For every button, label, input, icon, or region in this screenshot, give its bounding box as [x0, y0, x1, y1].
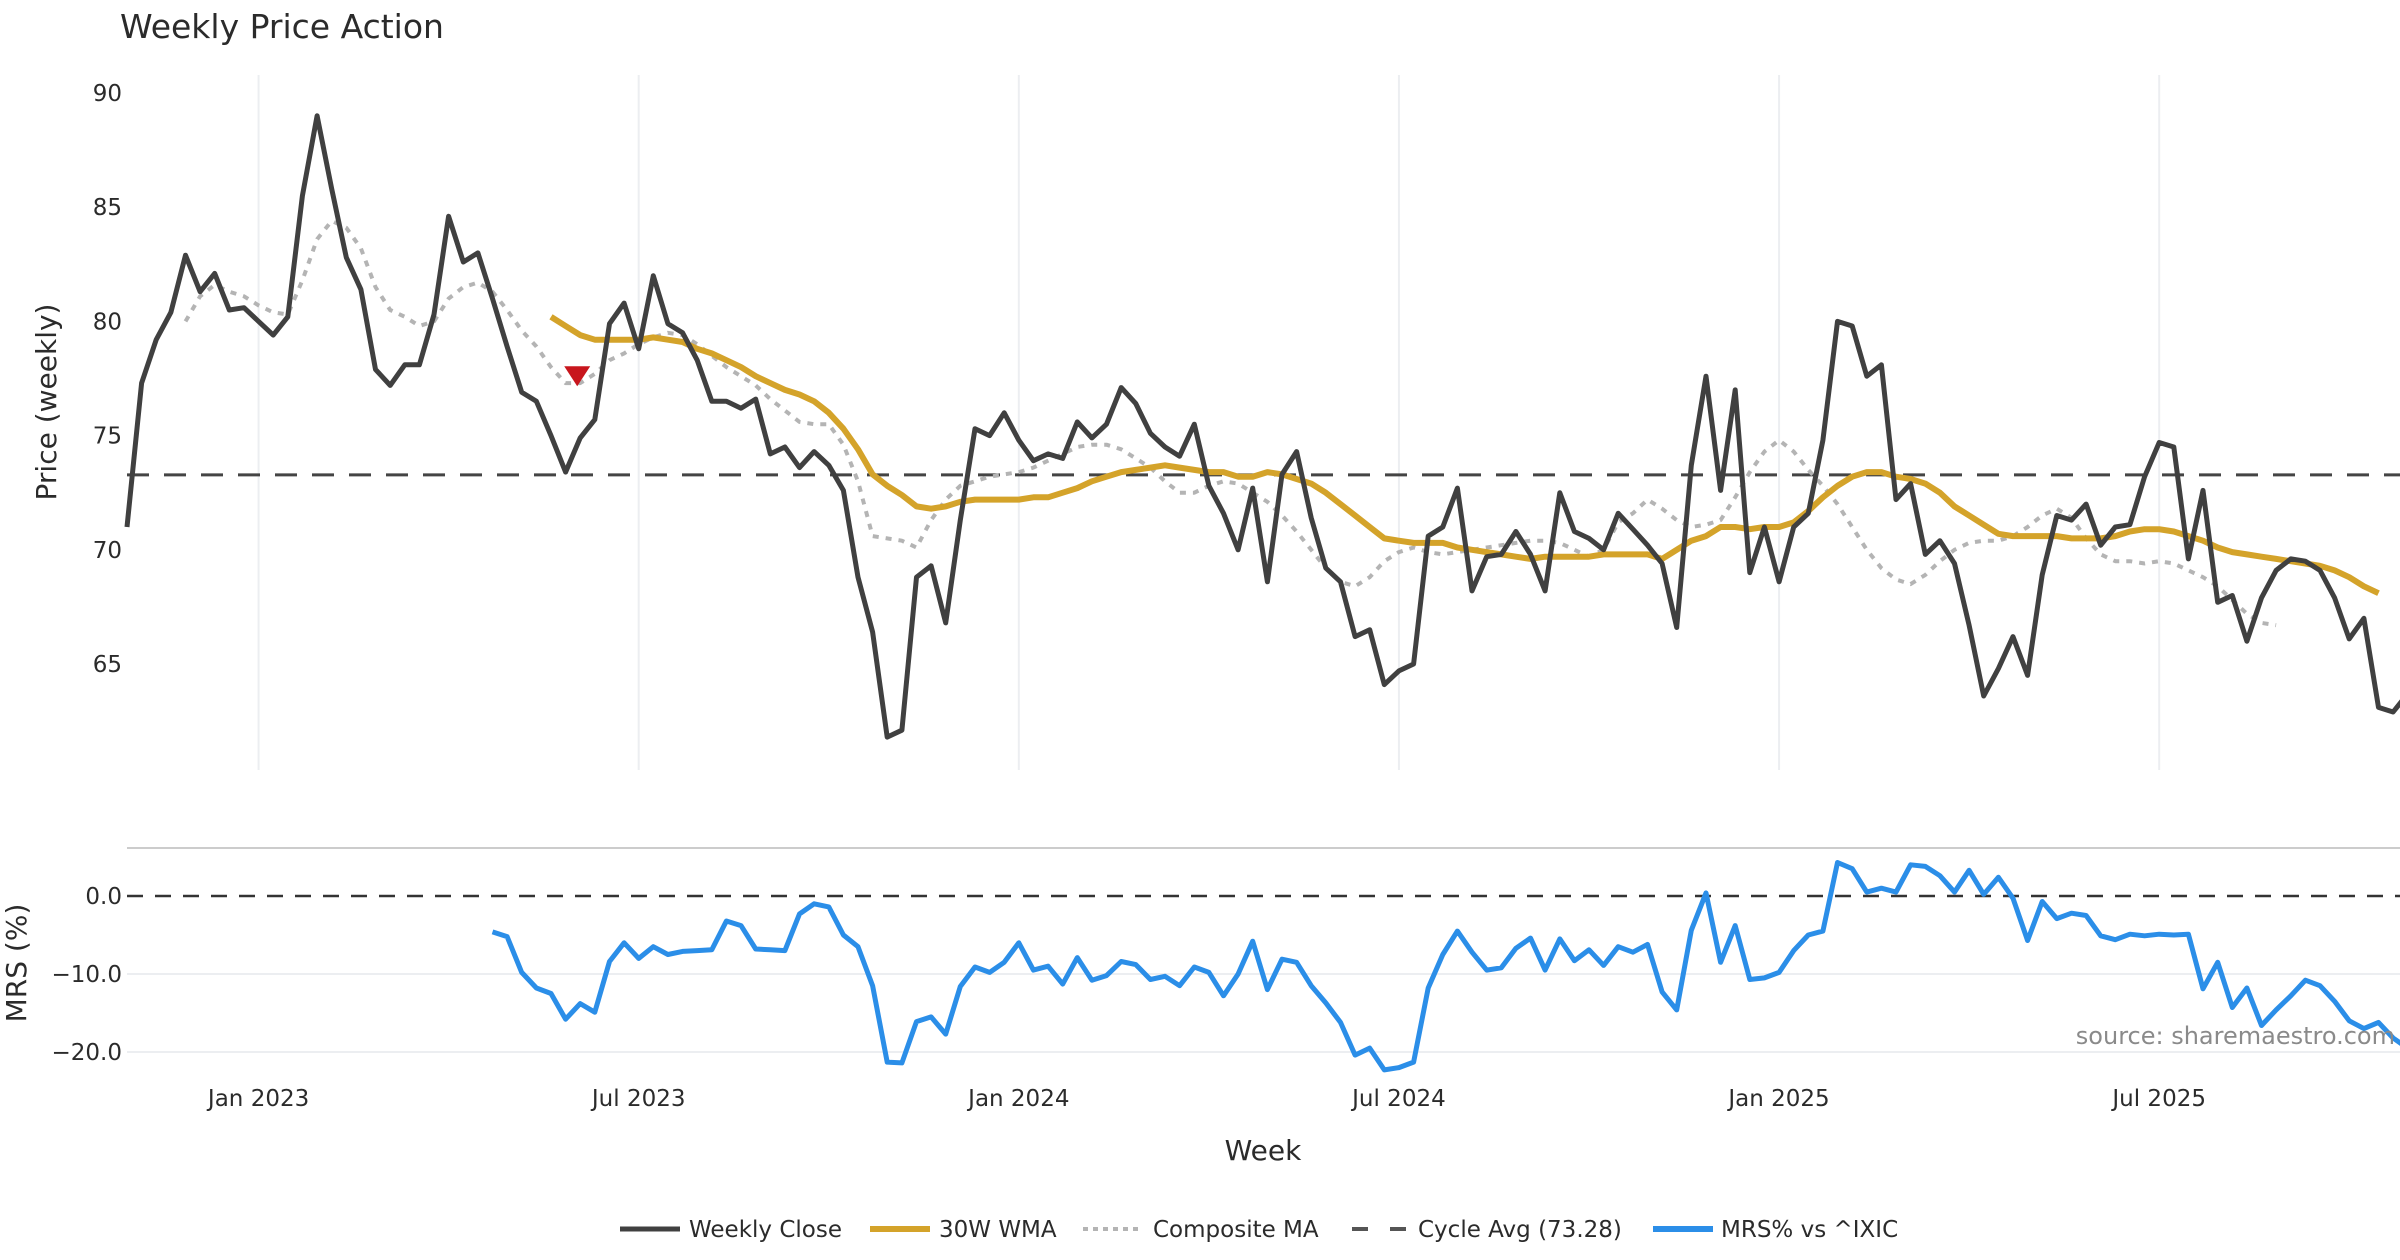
legend: Weekly Close 30W WMA Composite MA Cycle …: [620, 1217, 1898, 1243]
legend-item-cycle-avg[interactable]: Cycle Avg (73.28): [1352, 1217, 1622, 1243]
price-y-ticks: 65 70 75 80 85 90: [93, 81, 122, 678]
price-y-tick-label: 90: [93, 81, 122, 107]
price-y-axis-label: Price (weekly): [30, 304, 63, 501]
price-vertical-grid: [257, 75, 2161, 770]
price-y-tick-label: 65: [93, 652, 122, 678]
x-tick-label: Jul 2023: [590, 1086, 686, 1112]
mrs-series-group: [491, 860, 2400, 1073]
legend-label-weekly-close: Weekly Close: [689, 1217, 842, 1243]
mrs-y-ticks: 0.0 −10.0 −20.0: [52, 884, 122, 1066]
series-weekly-close: [124, 113, 2400, 740]
legend-label-30w-wma: 30W WMA: [939, 1217, 1057, 1243]
x-tick-label: Jan 2024: [966, 1086, 1069, 1112]
price-series-group: [124, 113, 2400, 740]
series-mrs-vs-ixic: [491, 860, 2400, 1073]
x-axis-ticks: Jan 2023 Jul 2023 Jan 2024 Jul 2024 Jan 2025…: [206, 1086, 2206, 1112]
price-markers: [564, 366, 591, 387]
mrs-y-axis-label: MRS (%): [0, 904, 33, 1023]
price-y-tick-label: 70: [93, 538, 122, 564]
mrs-panel: 0.0 −10.0 −20.0 MRS (%) source: sharemaest…: [0, 847, 2400, 1073]
price-y-tick-label: 85: [93, 195, 122, 221]
source-annotation: source: sharemaestro.com: [2076, 1022, 2395, 1050]
price-panel: 65 70 75 80 85 90 Price (weekly): [30, 75, 2400, 770]
legend-item-composite-ma[interactable]: Composite MA: [1083, 1217, 1319, 1243]
legend-item-mrs[interactable]: MRS% vs ^IXIC: [1653, 1217, 1898, 1243]
mrs-y-tick-label: −20.0: [52, 1040, 122, 1066]
sell-signal-marker: [564, 366, 591, 387]
price-y-tick-label: 80: [93, 309, 122, 335]
price-y-tick-label: 75: [93, 424, 122, 450]
legend-label-cycle-avg: Cycle Avg (73.28): [1418, 1217, 1622, 1243]
mrs-horizontal-grid: [127, 973, 2400, 1053]
x-tick-label: Jul 2024: [1350, 1086, 1446, 1112]
chart-title: Weekly Price Action: [120, 7, 444, 46]
x-axis-label: Week: [1225, 1134, 1302, 1167]
mrs-y-tick-label: 0.0: [85, 884, 122, 910]
mrs-y-tick-label: −10.0: [52, 962, 122, 988]
legend-item-30w-wma[interactable]: 30W WMA: [870, 1217, 1057, 1243]
series-composite-ma: [183, 218, 2277, 628]
x-tick-label: Jan 2025: [1726, 1086, 1829, 1112]
legend-label-composite-ma: Composite MA: [1153, 1217, 1319, 1243]
x-tick-label: Jul 2025: [2110, 1086, 2206, 1112]
legend-label-mrs: MRS% vs ^IXIC: [1721, 1217, 1898, 1243]
x-tick-label: Jan 2023: [206, 1086, 309, 1112]
legend-item-weekly-close[interactable]: Weekly Close: [620, 1217, 842, 1243]
